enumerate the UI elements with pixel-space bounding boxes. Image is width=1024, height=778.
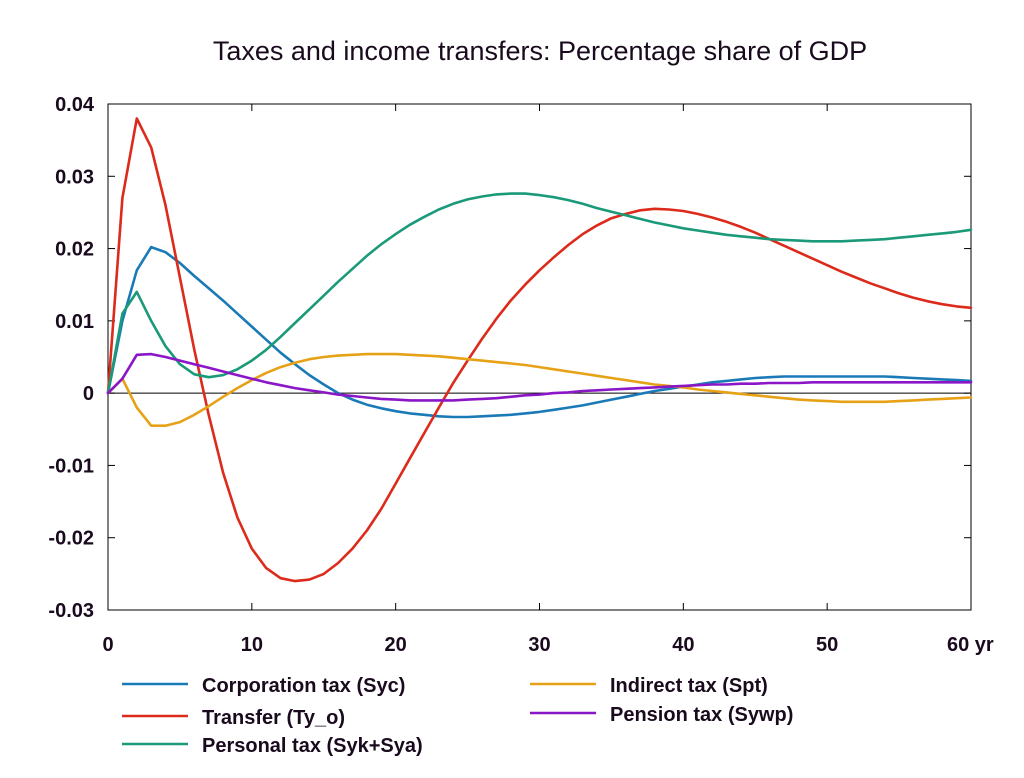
- axes: [107, 103, 972, 611]
- series-line-1: [106, 117, 973, 583]
- legend-label: Indirect tax (Spt): [610, 675, 768, 697]
- series-line-4: [106, 352, 973, 402]
- plot-frame: [107, 103, 972, 611]
- y-tick-label: 0: [83, 383, 94, 405]
- series-line-0: [106, 245, 973, 419]
- y-tick-label: 0.04: [55, 94, 95, 116]
- y-tick-label: 0.01: [55, 311, 94, 333]
- series-line-2: [106, 192, 973, 395]
- legend-item-3: Indirect tax (Spt): [530, 675, 768, 697]
- legend-item-1: Transfer (Ty_o): [122, 707, 345, 729]
- x-tick-label: 20: [385, 634, 407, 656]
- legend-label: Personal tax (Syk+Sya): [202, 735, 423, 757]
- y-tick-label: -0.03: [48, 600, 94, 622]
- y-tick-label: 0.02: [55, 239, 94, 261]
- legend-item-0: Corporation tax (Syc): [122, 675, 405, 697]
- tick-labels: -0.03 -0.02 -0.01 0 0.01 0.02 0.03 0.04 0 10 20 30 4…: [48, 94, 994, 656]
- x-tick-label: 60 yr: [947, 634, 994, 656]
- legend-item-4: Pension tax (Sywp): [530, 704, 793, 726]
- legend-label: Corporation tax (Syc): [202, 675, 405, 697]
- series-line-3: [106, 352, 973, 428]
- legend: Corporation tax (Syc) Transfer (Ty_o) Pers…: [122, 675, 793, 757]
- legend-label: Pension tax (Sywp): [610, 704, 793, 726]
- x-tick-label: 50: [816, 634, 838, 656]
- x-tick-label: 30: [528, 634, 550, 656]
- x-tick-label: 40: [672, 634, 694, 656]
- y-tick-label: -0.01: [48, 455, 94, 477]
- x-tick-label: 10: [241, 634, 263, 656]
- legend-label: Transfer (Ty_o): [202, 707, 345, 729]
- legend-item-2: Personal tax (Syk+Sya): [122, 735, 423, 757]
- chart-title: Taxes and income transfers: Percentage s…: [213, 36, 867, 66]
- x-tick-label: 0: [102, 634, 113, 656]
- y-tick-label: 0.03: [55, 166, 94, 188]
- y-tick-label: -0.02: [48, 528, 94, 550]
- series-lines: [106, 117, 973, 583]
- plot-area: [107, 103, 972, 611]
